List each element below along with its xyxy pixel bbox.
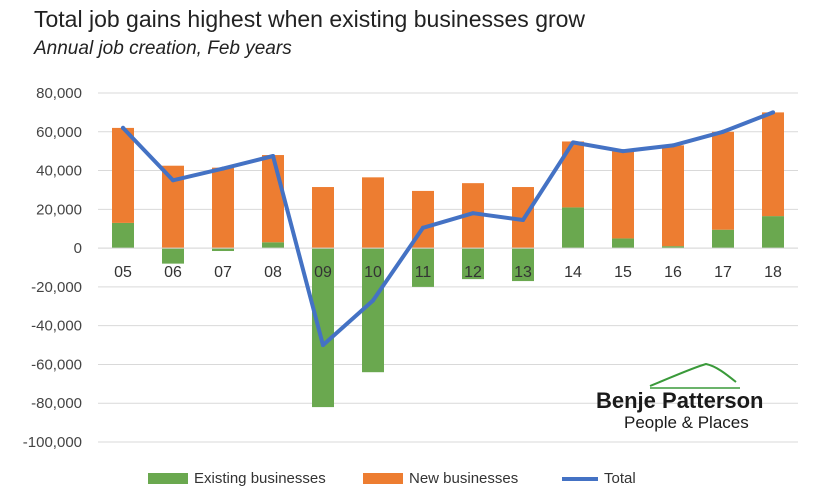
bar-existing xyxy=(512,248,534,282)
legend-label-new: New businesses xyxy=(409,470,519,487)
bar-new xyxy=(712,131,734,230)
x-tick-label: 07 xyxy=(214,264,232,281)
x-tick-label: 17 xyxy=(714,264,732,281)
roof-icon xyxy=(649,362,740,389)
point-total xyxy=(421,225,425,230)
chart-plot: 80,000 60,000 40,000 20,000 0 -20,000 -40,000 -… xyxy=(23,85,798,451)
x-tick-label: 18 xyxy=(764,264,782,281)
x-tick-label: 11 xyxy=(415,264,432,281)
logo-tagline: People & Places xyxy=(624,413,749,432)
x-tick-label: 10 xyxy=(364,264,382,281)
y-tick-label: 60,000 xyxy=(36,124,82,141)
point-total xyxy=(571,140,575,145)
bar-new xyxy=(112,127,134,223)
bar-existing xyxy=(162,248,184,264)
y-tick-label: -20,000 xyxy=(31,279,82,296)
point-total xyxy=(221,166,225,171)
legend-swatch-total xyxy=(562,476,598,481)
y-tick-label: 20,000 xyxy=(36,201,82,218)
y-tick-label: -60,000 xyxy=(31,356,82,373)
point-total xyxy=(621,149,625,154)
bar-new xyxy=(262,155,284,243)
point-total xyxy=(671,143,675,148)
series-line-total xyxy=(121,110,775,348)
bar-existing xyxy=(462,248,484,280)
x-tick-label: 15 xyxy=(614,264,632,281)
point-total xyxy=(771,110,775,115)
x-tick-label: 09 xyxy=(314,264,332,281)
x-tick-label: 05 xyxy=(114,264,132,281)
logo: Benje Patterson People & Places xyxy=(592,360,792,440)
bar-existing xyxy=(562,207,584,249)
y-tick-label: 40,000 xyxy=(36,163,82,180)
chart-title: Total job gains highest when existing bu… xyxy=(34,6,586,32)
bar-new xyxy=(212,167,234,249)
chart-legend: Existing businesses New businesses Total xyxy=(0,470,827,494)
y-tick-label: 80,000 xyxy=(36,85,82,102)
x-tick-label: 13 xyxy=(514,264,532,281)
y-tick-label: -80,000 xyxy=(31,395,82,412)
bar-existing xyxy=(262,242,284,249)
x-tick-label: 12 xyxy=(464,264,482,281)
legend-item-existing: Existing businesses xyxy=(148,470,326,487)
legend-label-total: Total xyxy=(604,470,636,487)
legend-swatch-new xyxy=(363,473,403,484)
bar-new xyxy=(162,165,184,249)
point-total xyxy=(721,129,725,134)
bar-existing xyxy=(412,248,434,287)
bar-existing xyxy=(762,216,784,249)
bar-new xyxy=(762,112,784,217)
point-total xyxy=(321,343,325,348)
bar-new xyxy=(362,177,384,249)
bar-new xyxy=(562,141,584,208)
x-tick-label: 08 xyxy=(264,264,282,281)
y-tick-label: 0 xyxy=(74,240,82,257)
legend-label-existing: Existing businesses xyxy=(194,470,326,487)
bar-new xyxy=(312,187,334,249)
bar-existing xyxy=(662,246,684,249)
x-tick-label: 16 xyxy=(664,264,682,281)
point-total xyxy=(121,125,125,130)
point-total xyxy=(471,211,475,216)
bar-existing xyxy=(712,229,734,249)
point-total xyxy=(171,178,175,183)
bar-existing xyxy=(612,238,634,249)
point-total xyxy=(521,217,525,222)
y-tick-label: -40,000 xyxy=(31,318,82,335)
bar-new xyxy=(612,151,634,239)
bar-new xyxy=(662,145,684,247)
y-tick-label: -100,000 xyxy=(23,434,82,451)
bar-existing xyxy=(312,248,334,408)
x-tick-label: 06 xyxy=(164,264,182,281)
point-total xyxy=(271,154,275,159)
bar-existing xyxy=(112,222,134,249)
bar-existing xyxy=(362,248,384,373)
chart-subtitle: Annual job creation, Feb years xyxy=(34,38,292,59)
logo-name: Benje Patterson xyxy=(596,388,764,413)
legend-item-new: New businesses xyxy=(363,470,518,487)
legend-swatch-existing xyxy=(148,473,188,484)
legend-item-total: Total xyxy=(562,470,636,487)
bar-existing xyxy=(212,248,234,252)
point-total xyxy=(371,298,375,303)
bar-new xyxy=(462,183,484,249)
x-tick-label: 14 xyxy=(564,264,582,281)
